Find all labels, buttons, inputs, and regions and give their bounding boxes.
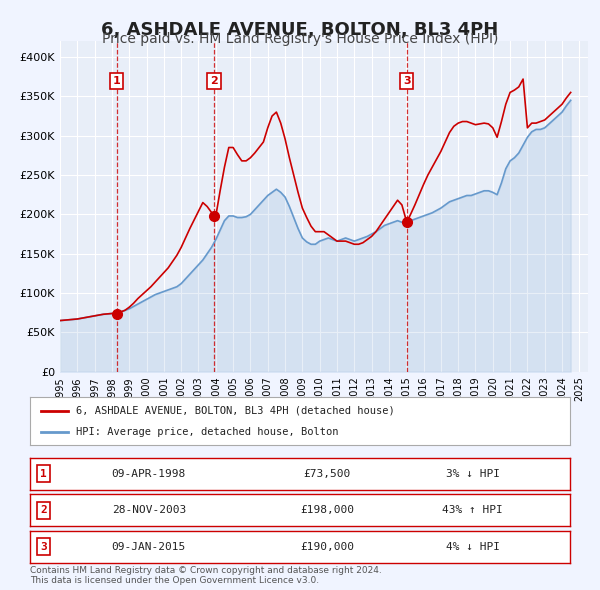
Text: 1: 1 — [113, 76, 121, 86]
Text: £73,500: £73,500 — [304, 468, 350, 478]
Text: Contains HM Land Registry data © Crown copyright and database right 2024.
This d: Contains HM Land Registry data © Crown c… — [30, 566, 382, 585]
Text: £198,000: £198,000 — [300, 505, 354, 515]
Text: 3: 3 — [403, 76, 410, 86]
Text: HPI: Average price, detached house, Bolton: HPI: Average price, detached house, Bolt… — [76, 427, 338, 437]
Text: 4% ↓ HPI: 4% ↓ HPI — [446, 542, 500, 552]
Text: 2: 2 — [210, 76, 218, 86]
Text: Price paid vs. HM Land Registry's House Price Index (HPI): Price paid vs. HM Land Registry's House … — [102, 32, 498, 47]
Text: 43% ↑ HPI: 43% ↑ HPI — [442, 505, 503, 515]
Text: 28-NOV-2003: 28-NOV-2003 — [112, 505, 186, 515]
Text: 2: 2 — [40, 505, 47, 515]
Text: 09-APR-1998: 09-APR-1998 — [112, 468, 186, 478]
Text: 6, ASHDALE AVENUE, BOLTON, BL3 4PH (detached house): 6, ASHDALE AVENUE, BOLTON, BL3 4PH (deta… — [76, 405, 395, 415]
Text: 6, ASHDALE AVENUE, BOLTON, BL3 4PH: 6, ASHDALE AVENUE, BOLTON, BL3 4PH — [101, 21, 499, 39]
Text: 3: 3 — [40, 542, 47, 552]
Text: 09-JAN-2015: 09-JAN-2015 — [112, 542, 186, 552]
Text: £190,000: £190,000 — [300, 542, 354, 552]
Text: 1: 1 — [40, 468, 47, 478]
Text: 3% ↓ HPI: 3% ↓ HPI — [446, 468, 500, 478]
